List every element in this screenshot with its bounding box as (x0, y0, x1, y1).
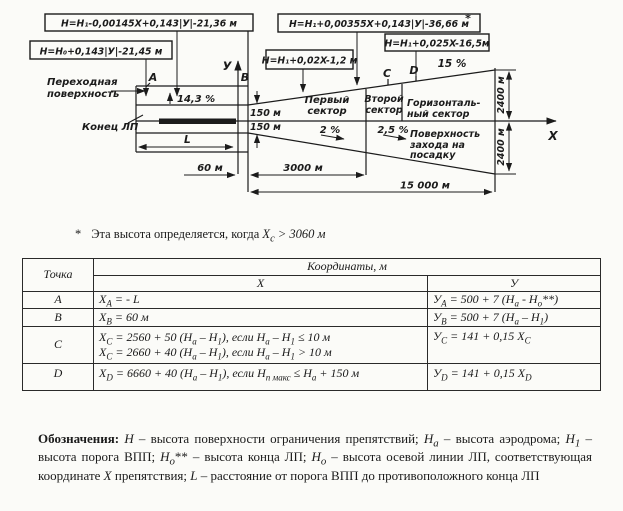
transitional-rect (135, 85, 248, 153)
cell-point-d: D (22, 363, 94, 392)
sector2-label-2: сектор (365, 105, 403, 116)
transitional-surface-label-2: поверхность (47, 89, 119, 100)
formula-second-sector: H=H₁+0,00355X+0,143|У|-36,66 м (289, 19, 469, 30)
sector1-label-2: сектор (307, 106, 346, 117)
formula-box-2 (29, 40, 173, 60)
dim-15000-label: 15 000 м (400, 181, 450, 192)
dim-150-top-label: 150 м (250, 108, 281, 119)
table-row-c: C XC = 2560 + 50 (Hа – H1), если Hа – H1… (22, 326, 602, 365)
transitional-surface-label-1: Переходная (47, 77, 118, 88)
point-b-label: B (241, 71, 249, 84)
point-a-tick (145, 82, 151, 88)
point-a-label: A (148, 71, 158, 84)
cell-y-c: УC = 141 + 0,15 XC (426, 326, 602, 365)
asterisk-note-star: * (75, 227, 82, 241)
table-row-d: D XD = 6660 + 40 (Hа – H1), если Hп макс… (22, 363, 602, 392)
dimension-lines (138, 71, 513, 196)
slope-25-arrow (382, 134, 407, 141)
approach-surface-label-2: захода на (409, 140, 465, 151)
cell-y-b: УB = 500 + 7 (Hа – H1) (426, 308, 602, 328)
formula-box-5 (265, 49, 354, 70)
plan-view-diagram: H=H₁-0,00145X+0,143|У|-21,36 м H=H₀+0,14… (29, 12, 558, 196)
formula-box-4 (384, 33, 490, 52)
surface-outline (135, 31, 516, 192)
dim-60-label: 60 м (197, 163, 223, 174)
sector3-label-1: Горизонталь- (407, 98, 481, 109)
table-row-b: B XB = 60 м УB = 500 + 7 (Hа – H1) (22, 308, 602, 328)
sector2-label-1: Второй (364, 94, 404, 105)
legend-paragraph: Обозначения: H – высота поверхности огра… (38, 431, 593, 483)
approach-fan-bottom (247, 132, 496, 175)
dim-2400-top-label: 2400 м (496, 76, 507, 114)
cell-point-a: A (22, 291, 94, 310)
formula-horizontal-sector: H=H₁+0,025X-16,5м (384, 39, 489, 50)
sector3-label-2: ный сектор (407, 109, 470, 120)
slope-143-label: 14,3 % (177, 94, 215, 105)
formula-transitional-outer: H=H₁-0,00145X+0,143|У|-21,36 м (61, 19, 237, 30)
diagram-labels: A B C D У X Переходная поверхность Конец… (47, 58, 558, 192)
formula-first-sector: H=H₁+0,02X-1,2 м (262, 55, 358, 66)
formula-second-sector-star: * (465, 12, 471, 25)
axes (136, 60, 557, 174)
header-y: У (426, 274, 602, 293)
header-coords: Координаты, м (92, 258, 602, 276)
asterisk-note-text: Эта высота определяется, когда Хс > 3060… (91, 227, 326, 245)
strip-end-label: Конец ЛП (82, 122, 139, 133)
cell-point-c: C (22, 326, 94, 365)
dim-2400-bottom-label: 2400 м (496, 128, 507, 166)
point-c-label: C (383, 67, 391, 80)
formula-transitional-strip: H=H₀+0,143|У|-21,45 м (40, 46, 163, 57)
slope-15-label: 15 % (438, 58, 467, 70)
cell-x-a: XA = - L (93, 291, 428, 310)
formula-boxes (29, 13, 490, 70)
dim-150-bottom-label: 150 м (250, 122, 281, 133)
corner-extension-lines (495, 69, 516, 175)
asterisk-note: * Эта высота определяется, когда Хс > 306… (75, 227, 326, 245)
approach-fan-top (247, 69, 496, 106)
point-d-label: D (409, 64, 418, 77)
dim-l-label: L (184, 134, 191, 146)
runway-strip-bar (159, 118, 236, 124)
header-point: Точка (22, 257, 94, 293)
x-axis-label: X (547, 129, 558, 143)
formula-texts: H=H₁-0,00145X+0,143|У|-21,36 м H=H₀+0,14… (40, 12, 490, 66)
formula-box-1 (44, 13, 254, 32)
sector1-slope-label: 2 % (320, 125, 340, 136)
strip-edges (136, 104, 248, 134)
approach-surface-label-3: посадку (410, 150, 456, 161)
table-row-a: A XA = - L УA = 500 + 7 (Hа - Hо**) (22, 291, 602, 310)
cell-x-c: XC = 2560 + 50 (Hа – H1), если Hа – H1 ≤… (93, 326, 428, 365)
cell-point-b: B (22, 308, 94, 328)
coordinates-table: Точка Координаты, м Х У A XA = - L УA = … (22, 257, 602, 392)
cell-y-d: УD = 141 + 0,15 XD (426, 363, 602, 392)
sector1-label-1: Первый (305, 95, 350, 106)
y-axis-label: У (223, 59, 233, 73)
slope-2-arrow (320, 134, 345, 141)
cell-y-a: УA = 500 + 7 (Hа - Hо**) (426, 291, 602, 310)
header-x: Х (93, 274, 428, 293)
dim-3000-label: 3000 м (283, 163, 323, 174)
cell-x-b: XB = 60 м (93, 308, 428, 328)
cell-x-d: XD = 6660 + 40 (Hа – H1), если Hп макс ≤… (93, 363, 428, 392)
formula-box-3 (277, 13, 481, 33)
table-header-row-1: Точка Координаты, м (22, 257, 602, 293)
approach-surface-label-1: Поверхность (410, 129, 480, 140)
sector2-slope-label: 2,5 % (377, 125, 408, 136)
table-header-row-2: Х У (23, 274, 602, 293)
